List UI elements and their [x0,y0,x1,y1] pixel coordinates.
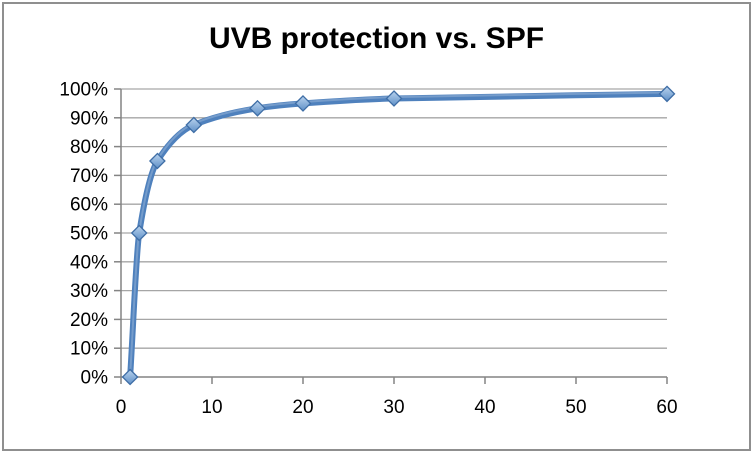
y-axis-tick-label: 10% [70,339,108,360]
y-axis-tick-label: 90% [70,108,108,129]
series-line-highlight [129,91,668,377]
series-line [127,90,670,380]
x-axis-tick-label: 10 [201,397,222,418]
x-axis-tick-label: 50 [565,397,586,418]
x-axis-tick-label: 40 [474,397,495,418]
y-axis-tick-label: 30% [70,281,108,302]
y-axis-tick-label: 100% [59,80,108,101]
y-axis-tick-label: 40% [70,252,108,273]
y-axis-tick-label: 50% [70,224,108,245]
data-point-marker [658,85,676,103]
data-point-marker [294,94,312,112]
data-point-marker [130,224,148,242]
data-point-marker [249,99,266,117]
y-axis-tick-label: 0% [81,368,109,389]
y-axis-tick-label: 60% [70,195,108,216]
y-axis-tick-label: 20% [70,310,108,331]
data-point-marker [185,116,203,134]
data-point-marker [148,152,166,170]
y-axis-tick-label: 70% [70,166,108,187]
data-point-marker [385,90,403,107]
x-axis-tick-label: 0 [116,397,127,418]
x-axis-tick-label: 30 [383,397,404,418]
data-point-marker [121,368,139,386]
x-axis-tick-label: 20 [292,397,313,418]
chart-title: UVB protection vs. SPF [208,22,545,55]
y-axis-tick-label: 80% [70,137,108,158]
x-axis-tick-label: 60 [656,397,677,418]
